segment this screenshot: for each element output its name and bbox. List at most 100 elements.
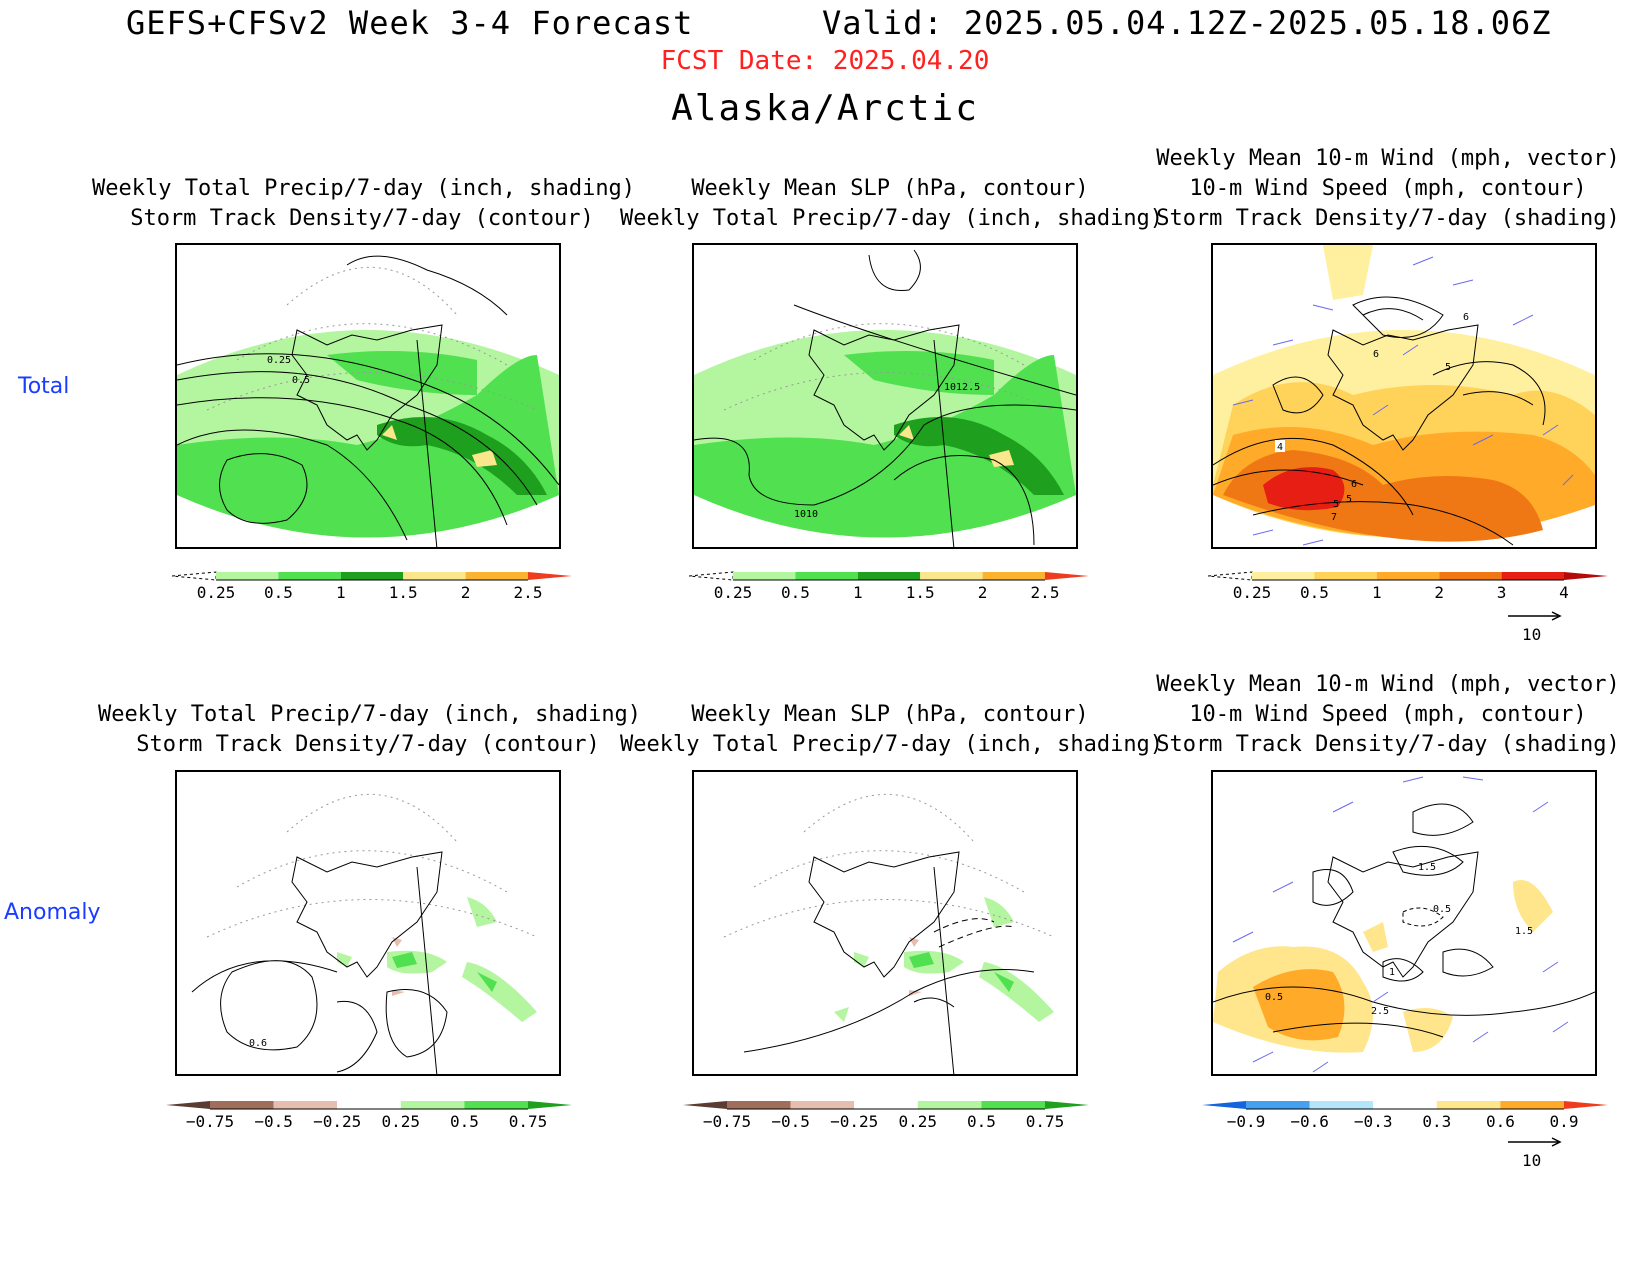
colorbar-bin (1376, 572, 1440, 580)
coastline-alaska (808, 851, 960, 978)
vector-arrow-head (1551, 1137, 1562, 1147)
colorbar-tick-label: 0.25 (1233, 583, 1272, 602)
panel-title-line: Weekly Mean SLP (hPa, contour) (691, 702, 1089, 727)
forecast-date: FCST Date: 2025.04.20 (660, 46, 990, 76)
contour-label: 0.25 (267, 355, 291, 366)
anomaly-field-positive (834, 897, 1054, 1022)
colorbar-tick-label: 3 (1497, 583, 1507, 602)
colorbar-tick-label: 0.25 (899, 1112, 938, 1131)
colorbar-svg: 0.25 0.5 1 1.5 2 2.5 (171, 571, 572, 602)
contour-label: 5 (1346, 494, 1352, 505)
map-anom-wind: 1.5 0.5 1.5 0.5 2.5 1 (1211, 770, 1597, 1076)
slp-anomaly-contour (743, 969, 1035, 1053)
colorbar-bin (273, 1101, 338, 1109)
colorbar-bin (464, 1101, 528, 1109)
panel-title-total-slp: Weekly Mean SLP (hPa, contour) Weekly To… (620, 174, 1164, 234)
colorbar-bin (465, 572, 528, 580)
colorbar-tick-label: −0.3 (1354, 1112, 1393, 1131)
colorbar-tick-label: 1.5 (389, 583, 418, 602)
colorbar-bin (1500, 1101, 1564, 1109)
border-line (933, 339, 955, 547)
colorbar-tick-label: 1.5 (906, 583, 935, 602)
colorbar-precip-total: 0.25 0.5 1 1.5 2 2.5 (171, 568, 572, 612)
storm-track-contour (177, 353, 559, 526)
track-field-red (1263, 467, 1345, 511)
colorbar-bin (982, 572, 1045, 580)
colorbar-tick-label: 0.5 (264, 583, 293, 602)
colorbar-tick-label: 1 (853, 583, 863, 602)
panel-title-anom-slp: Weekly Mean SLP (hPa, contour) Weekly To… (620, 700, 1164, 760)
panel-title-anom-wind: Weekly Mean 10-m Wind (mph, vector) 10-m… (1128, 670, 1648, 760)
colorbar-tick-label: −0.75 (703, 1112, 751, 1131)
colorbar-bin (1373, 1101, 1437, 1109)
map-svg: 0.6 (177, 793, 559, 1074)
colorbar-bin (1309, 1101, 1374, 1109)
colorbar-svg: −0.75 −0.5 −0.25 0.25 0.5 0.75 (683, 1101, 1089, 1131)
colorbar-tick-label: 0.5 (1300, 583, 1329, 602)
graticule (286, 266, 458, 316)
panel-title-line: Storm Track Density/7-day (contour) (136, 732, 600, 757)
colorbar-tick-label: 0.75 (509, 1112, 548, 1131)
colorbar-bin (795, 572, 858, 580)
colorbar-bin (403, 572, 466, 580)
colorbar-low-end (1207, 571, 1253, 581)
border-line (933, 866, 955, 1074)
wind-speed-contour-negative (1402, 907, 1444, 927)
storm-track-contour (219, 453, 308, 524)
track-anomaly-field-positive (1363, 880, 1553, 1052)
colorbar-bin (733, 572, 796, 580)
colorbar-bin (340, 572, 404, 580)
colorbar-high-end (1045, 1101, 1089, 1109)
colorbar-tick-label: 2 (461, 583, 471, 602)
colorbar-high-end (1564, 572, 1608, 580)
colorbar-tick-label: 0.5 (967, 1112, 996, 1131)
colorbar-bin (1501, 572, 1564, 580)
vector-reference-total: 10 (1506, 604, 1566, 644)
contour-label: 6 (1373, 349, 1379, 360)
map-total-wind: 4 6 5 7 5 6 5 6 (1211, 243, 1597, 549)
slp-contour (893, 455, 1035, 546)
precip-field-yellow (382, 425, 497, 467)
colorbar-bin (1252, 572, 1315, 580)
panel-title-line: Weekly Total Precip/7-day (inch, shading… (98, 702, 642, 727)
colorbar-bin (400, 1101, 465, 1109)
wind-speed-contour (1312, 803, 1494, 982)
map-svg (723, 793, 1055, 1074)
colorbar-tick-label: −0.6 (1290, 1112, 1329, 1131)
colorbar-precip-anom-slp: −0.75 −0.5 −0.25 0.25 0.5 0.75 (683, 1097, 1089, 1141)
contour-label: 5 (1445, 362, 1451, 373)
colorbar-tick-label: 0.6 (1486, 1112, 1515, 1131)
panel-title-line: 10-m Wind Speed (mph, contour) (1189, 176, 1587, 201)
track-anomaly-field-strong-positive (1253, 969, 1345, 1041)
colorbar-tick-label: 0.25 (382, 1112, 421, 1131)
map-svg: 4 6 5 7 5 6 5 6 (1213, 245, 1595, 546)
panel-title-line: Weekly Total Precip/7-day (inch, shading… (620, 732, 1164, 757)
colorbar-low-end (166, 1101, 210, 1109)
colorbar-track-anom: −0.9 −0.6 −0.3 0.3 0.6 0.9 (1202, 1097, 1608, 1141)
vector-arrow-head (1551, 611, 1562, 621)
contour-label: 6 (1463, 312, 1469, 323)
colorbar-svg: −0.9 −0.6 −0.3 0.3 0.6 0.9 (1202, 1101, 1608, 1131)
colorbar-tick-label: 0.5 (450, 1112, 479, 1131)
colorbar-tick-label: −0.25 (313, 1112, 361, 1131)
colorbar-precip-anom: −0.75 −0.5 −0.25 0.25 0.5 0.75 (166, 1097, 572, 1141)
colorbar-tick-label: 0.3 (1422, 1112, 1451, 1131)
contour-label: 0.5 (1433, 904, 1451, 915)
graticule (723, 323, 1055, 411)
colorbar-bin (278, 572, 341, 580)
colorbar-high-end (1564, 1101, 1608, 1109)
panel-title-line: Weekly Total Precip/7-day (inch, shading… (620, 206, 1164, 231)
contour-label-box (1275, 440, 1285, 452)
vector-reference-anomaly: 10 (1506, 1130, 1566, 1170)
slp-anomaly-contour (913, 997, 955, 1008)
colorbar-bin (854, 1101, 918, 1109)
colorbar-tick-label: 4 (1559, 583, 1569, 602)
slp-contour (694, 404, 1076, 506)
precip-field-medium (177, 355, 559, 538)
colorbar-tick-label: −0.5 (771, 1112, 810, 1131)
colorbar-tick-label: 0.25 (714, 583, 753, 602)
map-svg: 1012.5 1010 (694, 249, 1076, 547)
anomaly-field-strong-positive (909, 952, 1014, 992)
contour-label: 7 (1331, 512, 1337, 523)
panel-title-line: 10-m Wind Speed (mph, contour) (1189, 702, 1587, 727)
